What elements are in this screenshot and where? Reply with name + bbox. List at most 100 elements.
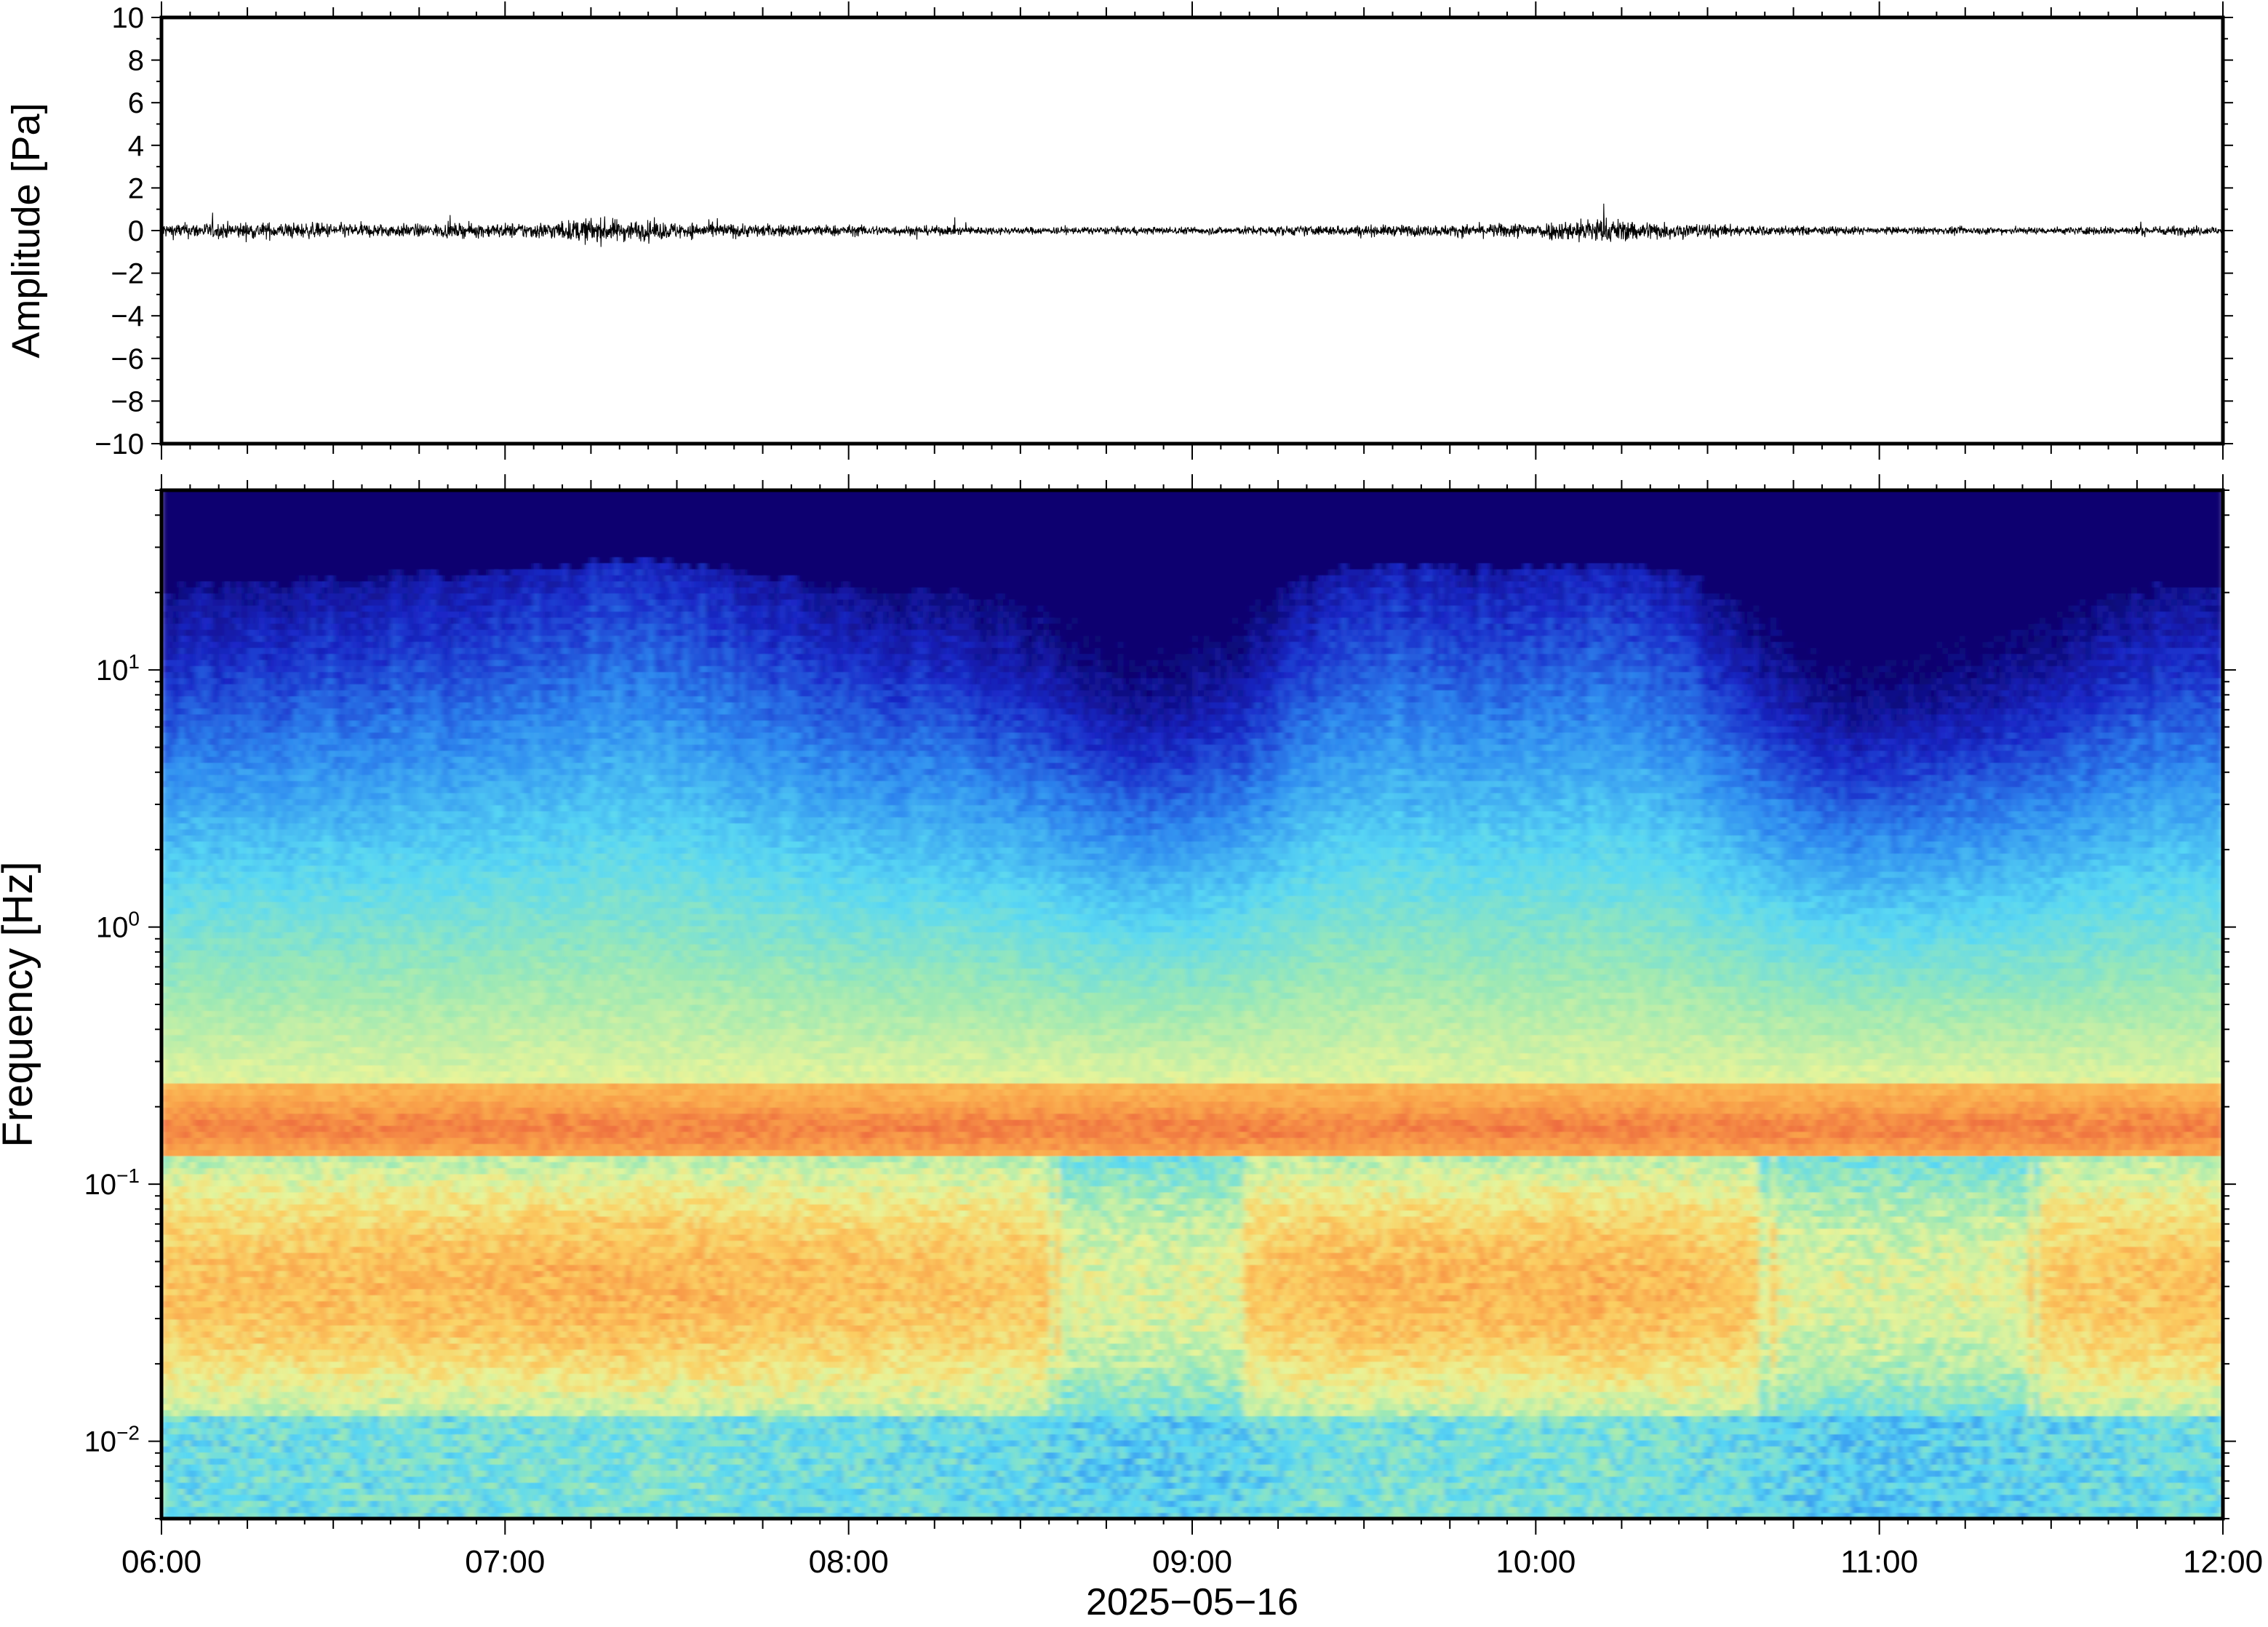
spectrogram-cell	[184, 1035, 190, 1042]
spectrogram-cell	[173, 877, 179, 884]
spectrogram-cell	[190, 1053, 196, 1060]
spectrogram-cell	[167, 1343, 173, 1350]
spectrogram-cell	[190, 611, 196, 617]
spectrogram-cell	[173, 503, 179, 509]
wave-ytick-label: 4	[128, 130, 144, 162]
spectrogram-cell	[184, 1089, 190, 1095]
spectrogram-cell	[190, 1440, 196, 1447]
spectrogram-cell	[173, 575, 179, 581]
spectrogram-cell	[167, 1476, 173, 1483]
spectrogram-cell	[184, 920, 190, 927]
spectrogram-cell	[184, 992, 190, 999]
spectrogram-cell	[184, 1059, 190, 1066]
spectrogram-cell	[179, 1373, 185, 1380]
spectrogram-cell	[167, 1180, 173, 1186]
spectrogram-cell	[179, 539, 185, 545]
spectrogram-cell	[184, 805, 190, 812]
spectrogram-cell	[190, 593, 196, 599]
spectrogram-cell	[167, 866, 173, 872]
spectrogram-cell	[179, 962, 185, 969]
spectrogram-cell	[173, 1228, 179, 1235]
spectrogram-cell	[184, 611, 190, 617]
spectrogram-cell	[190, 914, 196, 920]
spectrogram-cell	[179, 738, 185, 745]
spectrogram-cell	[184, 1162, 190, 1168]
spectrogram-cell	[184, 569, 190, 575]
spectrogram-cell	[184, 780, 190, 787]
spectrogram-cell	[167, 556, 173, 563]
spectrogram-cell	[190, 1035, 196, 1042]
spectrogram-cell	[173, 992, 179, 999]
spectrogram-cell	[173, 914, 179, 920]
spectrogram-cell	[196, 1416, 201, 1423]
spectrogram-cell	[173, 726, 179, 732]
spectrogram-cell	[190, 871, 196, 878]
spectrogram-cell	[184, 575, 190, 581]
spectrogram-cell	[173, 890, 179, 896]
spectrogram-cell	[190, 1464, 196, 1471]
spectrogram-cell	[179, 1156, 185, 1162]
spectrogram-cell	[179, 793, 185, 799]
spectrogram-cell	[167, 551, 173, 557]
spectrogram-cell	[167, 908, 173, 914]
spectrogram-cell	[190, 980, 196, 987]
spectrogram-cell	[173, 1047, 179, 1053]
spectrogram-cell	[179, 1143, 185, 1150]
spectrogram-cell	[179, 1434, 185, 1441]
spectrogram-cell	[167, 1168, 173, 1175]
spectrogram-cell	[173, 1470, 179, 1476]
spectrogram-cell	[179, 769, 185, 775]
spectrogram-cell	[167, 611, 173, 617]
spectrogram-cell	[173, 1132, 179, 1138]
spectrogram-cell	[184, 1289, 190, 1295]
spectrogram-cell	[173, 902, 179, 908]
spectrogram-cell	[196, 1476, 201, 1483]
spectrogram-cell	[173, 1198, 179, 1204]
spectrogram-cell	[167, 496, 173, 503]
spectrogram-cell	[184, 636, 190, 642]
spectrogram-cell	[173, 593, 179, 599]
spectrogram-cell	[184, 684, 190, 690]
spectrogram-cell	[179, 1198, 185, 1204]
spectrogram-cell	[173, 521, 179, 527]
spectrogram-cell	[179, 1422, 185, 1428]
spectrogram-cell	[173, 1276, 179, 1283]
spectrogram-cell	[184, 1028, 190, 1035]
spectrogram-cell	[167, 1150, 173, 1156]
spectrogram-cell	[173, 968, 179, 975]
spectrogram-cell	[167, 841, 173, 847]
spectrogram-cell	[167, 1434, 173, 1441]
spectrogram-cell	[167, 1355, 173, 1362]
spectrogram-cell	[173, 908, 179, 914]
spectrogram-cell	[184, 877, 190, 884]
spectrogram-cell	[173, 617, 179, 624]
spectrogram-cell	[190, 1476, 196, 1483]
spectrogram-cell	[173, 665, 179, 672]
spectrogram-cell	[196, 1470, 201, 1476]
spectrogram-cell	[167, 1065, 173, 1071]
spectrogram-cell	[196, 1506, 201, 1513]
spectrogram-cell	[184, 1337, 190, 1343]
spectrogram-cell	[190, 1482, 196, 1489]
spectrogram-cell	[190, 636, 196, 642]
spectrogram-cell	[179, 1349, 185, 1356]
spectrogram-cell	[173, 980, 179, 987]
spectrogram-cell	[190, 1059, 196, 1066]
spectrogram-cell	[179, 890, 185, 896]
spectrogram-cell	[179, 545, 185, 551]
spectrogram-cell	[179, 636, 185, 642]
spectrogram-cell	[196, 1349, 201, 1356]
spectrogram-cell	[167, 992, 173, 999]
spectrogram-cell	[190, 1446, 196, 1452]
spectrogram-cell	[196, 1380, 201, 1386]
spectrogram-cell	[190, 738, 196, 745]
spectrogram-cell	[184, 1482, 190, 1489]
spectrogram-cell	[190, 1162, 196, 1168]
spectrogram-cell	[196, 1422, 201, 1428]
spectrogram-cell	[179, 908, 185, 914]
spectrogram-cell	[167, 1416, 173, 1423]
spectrogram-cell	[167, 1506, 173, 1513]
spectrogram-cell	[190, 581, 196, 588]
spectrogram-cell	[184, 514, 190, 521]
